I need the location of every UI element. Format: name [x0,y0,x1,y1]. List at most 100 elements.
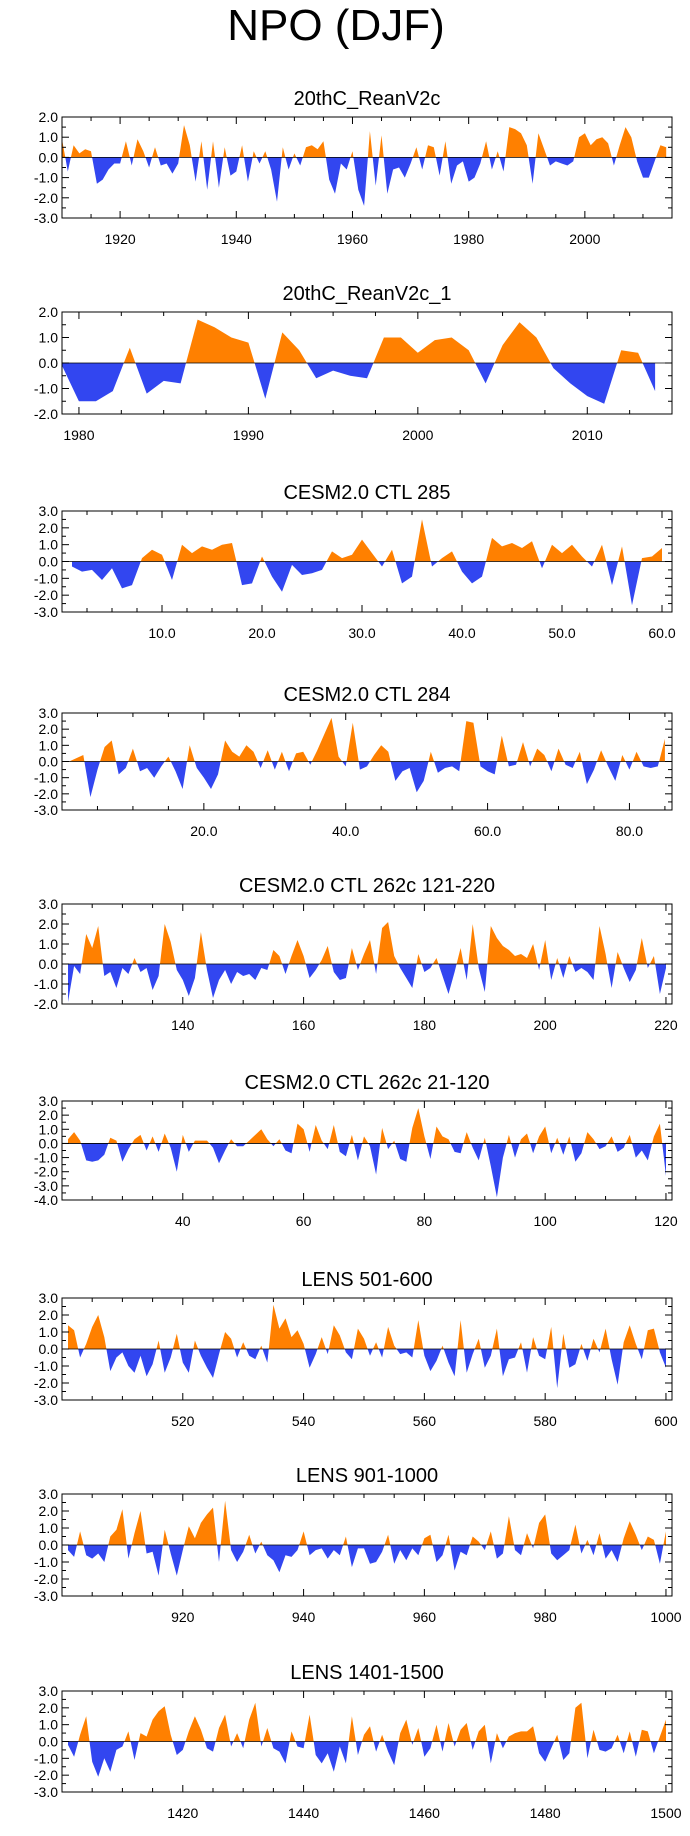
panel-title: 20thC_ReanV2c [294,88,441,110]
y-tick-label: -1.0 [34,1150,58,1166]
y-tick-label: -3.0 [34,210,58,226]
x-tick-label: 520 [171,1413,195,1429]
y-tick-label: 2.0 [39,1503,59,1519]
x-tick-label: 60.0 [648,625,675,641]
panel-title: CESM2.0 CTL 284 [283,684,450,706]
negative-area [68,964,666,1002]
negative-area [62,363,656,404]
y-tick-label: 0.0 [39,956,59,972]
chart-panel-3: CESM2.0 CTL 285 -3.0-2.0-1.00.01.02.03.0 1… [34,482,676,641]
y-tick-label: 2.0 [39,1107,59,1123]
x-tick-label: 160 [292,1017,316,1033]
x-tick-label: 40 [175,1213,191,1229]
x-tick-label: 80.0 [616,823,643,839]
negative-area [62,157,667,206]
x-tick-label: 60 [296,1213,312,1229]
y-tick-label: 3.0 [39,705,59,721]
y-tick-label: -2.0 [34,190,58,206]
chart-panel-9: LENS 1401-1500 -3.0-2.0-1.00.01.02.03.0 14… [34,1662,682,1821]
x-tick-label: 140 [171,1017,195,1033]
x-tick-label: 30.0 [348,625,375,641]
y-tick-label: 0.0 [39,1537,59,1553]
y-tick-label: 2.0 [39,520,59,536]
y-tick-label: 1.0 [39,330,59,346]
x-tick-label: 40.0 [448,625,475,641]
y-tick-label: -3.0 [34,802,58,818]
chart-panel-4: CESM2.0 CTL 284 -3.0-2.0-1.00.01.02.03.0 2… [34,684,673,839]
x-tick-label: 1460 [409,1805,440,1821]
x-tick-label: 600 [654,1413,678,1429]
x-tick-label: 20.0 [190,823,217,839]
panel-title: CESM2.0 CTL 262c 21-120 [245,1072,490,1094]
x-tick-label: 50.0 [548,625,575,641]
y-tick-label: 1.0 [39,1520,59,1536]
negative-area [68,1545,666,1576]
x-tick-label: 960 [413,1609,437,1625]
y-tick-label: -2.0 [34,406,58,422]
positive-area [68,1702,666,1742]
y-tick-label: 3.0 [39,1683,59,1699]
y-tick-label: 2.0 [39,721,59,737]
x-tick-label: 1500 [650,1805,681,1821]
figure-title: NPO (DJF) [227,1,445,50]
chart-panel-6: CESM2.0 CTL 262c 21-120 -4.0-3.0-2.0-1.00… [34,1072,678,1229]
x-tick-label: 940 [292,1609,316,1625]
y-tick-label: 1.0 [39,537,59,553]
x-tick-label: 1940 [221,231,252,247]
y-tick-label: -3.0 [34,604,58,620]
x-tick-label: 220 [654,1017,678,1033]
y-tick-label: -1.0 [34,570,58,586]
y-tick-label: -2.0 [34,1767,58,1783]
panel-title: LENS 901-1000 [296,1465,438,1487]
positive-area [72,519,662,562]
y-tick-label: -1.0 [34,381,58,397]
y-tick-label: -2.0 [34,587,58,603]
chart-panel-7: LENS 501-600 -3.0-2.0-1.00.01.02.03.0 520 5… [34,1269,678,1429]
x-tick-label: 200 [533,1017,557,1033]
y-tick-label: 0.0 [39,754,59,770]
chart-panel-1: 20thC_ReanV2c -3.0 -2.0 -1.0 0.0 1.0 2.0 1920 19… [34,88,673,247]
negative-area [72,561,662,606]
x-tick-label: 1000 [650,1609,681,1625]
positive-area [62,319,656,363]
x-tick-label: 1980 [63,427,94,443]
y-tick-label: -2.0 [34,996,58,1012]
y-tick-label: -3.0 [34,1784,58,1800]
positive-area [69,717,665,762]
panel-title: LENS 1401-1500 [290,1662,443,1684]
x-tick-label: 1960 [337,231,368,247]
y-tick-label: 3.0 [39,1290,59,1306]
chart-panel-5: CESM2.0 CTL 262c 121-220 -2.0 -1.0 0.0 1.0 2.… [34,875,678,1033]
x-tick-label: 2000 [569,231,600,247]
negative-area [69,761,665,798]
x-tick-label: 1420 [167,1805,198,1821]
y-tick-label: -1.0 [34,976,58,992]
y-tick-label: 0.0 [39,1341,59,1357]
y-tick-label: -4.0 [34,1192,58,1208]
panel-title: LENS 501-600 [301,1269,432,1291]
y-tick-label: 0.0 [39,554,59,570]
y-tick-label: -1.0 [34,1750,58,1766]
y-tick-label: 3.0 [39,503,59,519]
x-tick-label: 60.0 [474,823,501,839]
y-tick-label: 3.0 [39,1486,59,1502]
positive-area [68,1304,666,1349]
positive-area [62,125,667,158]
x-tick-label: 100 [533,1213,557,1229]
y-tick-label: 3.0 [39,896,59,912]
x-tick-label: 560 [413,1413,437,1429]
x-tick-label: 2010 [572,427,603,443]
y-tick-label: -3.0 [34,1178,58,1194]
y-tick-label: 1.0 [39,737,59,753]
panel-title: CESM2.0 CTL 262c 121-220 [239,875,495,897]
y-tick-label: 2.0 [39,916,59,932]
chart-panel-8: LENS 901-1000 -3.0-2.0-1.00.01.02.03.0 920… [34,1465,682,1625]
y-tick-label: -1.0 [34,170,58,186]
y-tick-label: 3.0 [39,1093,59,1109]
x-tick-label: 1990 [233,427,264,443]
positive-area [68,922,666,964]
y-tick-label: 1.0 [39,1324,59,1340]
y-tick-label: -1.0 [34,1554,58,1570]
negative-area [68,1741,666,1777]
